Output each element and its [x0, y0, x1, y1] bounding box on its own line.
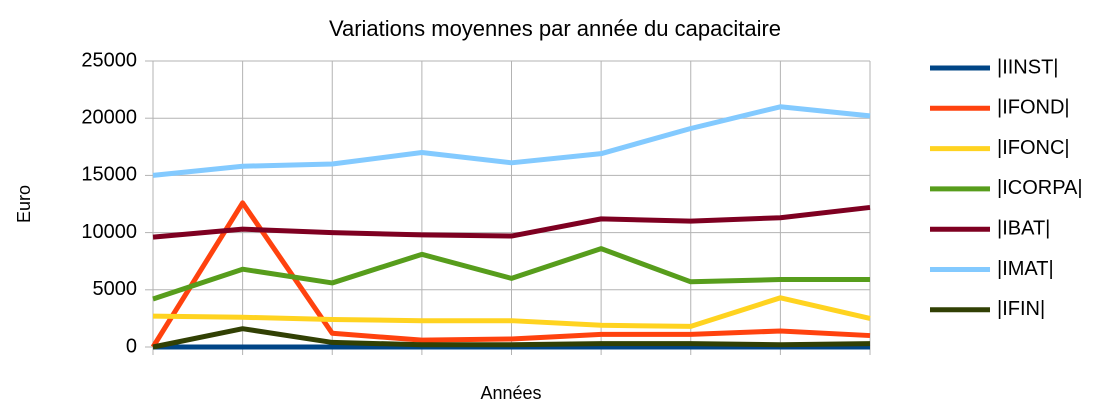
chart-title: Variations moyennes par année du capacit… — [329, 16, 781, 41]
line-series — [152, 246, 870, 302]
y-tick-label: 5000 — [93, 278, 138, 300]
line-series — [152, 326, 871, 350]
line-series — [150, 200, 871, 349]
legend-label: |IBAT| — [997, 217, 1050, 239]
x-axis-label: Années — [480, 383, 541, 403]
legend-label: |IINST| — [997, 56, 1059, 78]
legend-label: |IMAT| — [997, 258, 1054, 280]
legend-label: |IFONC| — [997, 137, 1070, 159]
y-tick-label: 0 — [126, 335, 137, 357]
line-series — [152, 104, 871, 178]
y-tick-label: 25000 — [81, 49, 137, 71]
line-series — [152, 204, 871, 240]
legend-label: |IFOND| — [997, 97, 1070, 119]
legend-label: |IFIN| — [997, 298, 1045, 320]
y-axis-label: Euro — [14, 185, 34, 223]
line-series — [152, 295, 871, 329]
y-tick-label: 20000 — [81, 106, 137, 128]
y-tick-label: 15000 — [81, 164, 137, 186]
y-tick-label: 10000 — [81, 221, 137, 243]
legend-label: |ICORPA| — [997, 177, 1083, 199]
